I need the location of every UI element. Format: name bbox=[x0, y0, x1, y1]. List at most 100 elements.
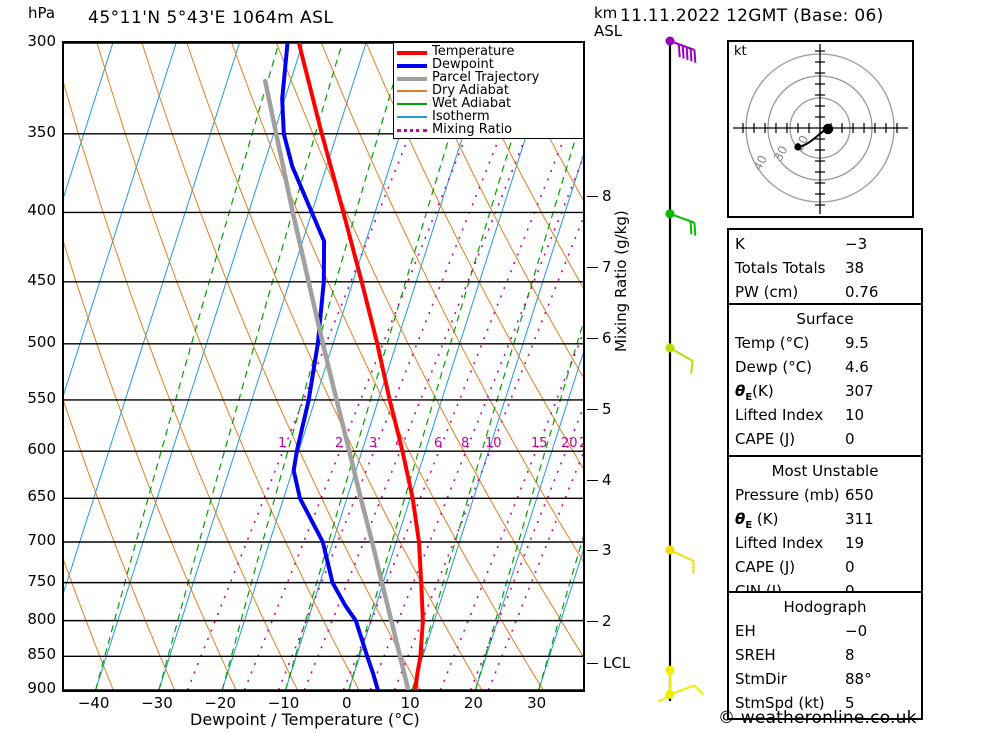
info-value: 5 bbox=[845, 694, 855, 712]
info-value: 0 bbox=[845, 430, 855, 448]
info-key: CAPE (J) bbox=[735, 430, 796, 448]
legend-item-parcel-trajectory: Parcel Trajectory bbox=[397, 71, 580, 84]
legend-swatch bbox=[397, 72, 427, 84]
hodograph-unit-label: kt bbox=[734, 44, 747, 59]
profile-parcel-trajectory bbox=[262, 78, 411, 690]
hodograph-ring-label: 40 bbox=[750, 153, 770, 173]
pressure-tick-label: 550 bbox=[27, 388, 56, 407]
altitude-tick-mark bbox=[587, 479, 598, 481]
altitude-tick-mark bbox=[587, 338, 598, 340]
info-key: Lifted Index bbox=[735, 534, 824, 552]
wind-barb bbox=[665, 209, 697, 236]
info-row: CAPE (J) 0 bbox=[729, 555, 921, 579]
info-row: CAPE (J) 0 bbox=[729, 427, 921, 451]
legend-label: Isotherm bbox=[432, 109, 490, 124]
legend-swatch bbox=[397, 111, 427, 123]
info-row: StmDir 88° bbox=[729, 667, 921, 691]
info-value: 88° bbox=[845, 670, 872, 688]
most-unstable-panel-title: Most Unstable bbox=[771, 462, 879, 480]
mixing-ratio-label: 25 bbox=[579, 436, 583, 451]
info-value: 311 bbox=[845, 510, 874, 528]
info-row: θE(K) 307 bbox=[729, 379, 921, 403]
mixing-ratio-label: 3 bbox=[369, 436, 377, 451]
info-row: EH −0 bbox=[729, 619, 921, 643]
info-value: −0 bbox=[845, 622, 868, 640]
info-row: K −3 bbox=[729, 232, 921, 256]
legend-item-dry-adiabat: Dry Adiabat bbox=[397, 84, 580, 97]
info-key: SREH bbox=[735, 646, 776, 664]
hodograph-ring-label: 30 bbox=[771, 143, 791, 163]
legend-swatch bbox=[397, 59, 427, 71]
altitude-tick-label: 3 bbox=[602, 541, 612, 559]
info-row: PW (cm) 0.76 bbox=[729, 280, 921, 304]
stability-indices-panel: K −3 Totals Totals 38 PW (cm) 0.76 bbox=[727, 228, 923, 309]
altitude-tick-label: 6 bbox=[602, 329, 612, 348]
pressure-tick-label: 650 bbox=[27, 487, 56, 506]
info-row: Dewp (°C) 4.6 bbox=[729, 355, 921, 379]
wind-barb bbox=[665, 545, 695, 575]
info-value: −3 bbox=[845, 235, 868, 253]
info-key: Lifted Index bbox=[735, 406, 824, 424]
hodograph-point bbox=[794, 143, 802, 151]
altitude-asl-label: ASL bbox=[594, 22, 623, 40]
pressure-tick-label: 350 bbox=[27, 122, 56, 141]
pressure-tick-label: 500 bbox=[27, 332, 56, 351]
temperature-tick-label: −30 bbox=[141, 694, 173, 712]
pressure-tick-label: 300 bbox=[27, 32, 56, 50]
altitude-unit-label: km bbox=[594, 4, 618, 22]
info-value: 0 bbox=[845, 558, 855, 576]
mixing-ratio-label: 6 bbox=[434, 436, 442, 451]
profile-dewpoint bbox=[280, 43, 380, 690]
mixing-ratio-label: 2 bbox=[335, 436, 343, 451]
skewt-diagram: 12346810152025 bbox=[62, 41, 585, 692]
info-value: 0.76 bbox=[845, 283, 879, 301]
x-axis-title: Dewpoint / Temperature (°C) bbox=[190, 710, 420, 729]
legend-swatch bbox=[397, 85, 427, 97]
mixing-ratio-label: 1 bbox=[278, 436, 286, 451]
legend-swatch bbox=[397, 124, 427, 136]
pressure-tick-label: 600 bbox=[27, 440, 56, 459]
info-key: θE(K) bbox=[735, 382, 774, 403]
temperature-tick-label: 30 bbox=[527, 694, 547, 712]
legend-item-wet-adiabat: Wet Adiabat bbox=[397, 97, 580, 110]
mixing-ratio-label: 15 bbox=[531, 436, 548, 451]
page-title: 45°11'N 5°43'E 1064m ASL bbox=[88, 8, 334, 28]
mixing-ratio-label: 10 bbox=[485, 436, 502, 451]
mixing-ratio-label: 8 bbox=[461, 436, 469, 451]
hodograph-point bbox=[822, 123, 834, 135]
copyright-credit: © weatheronline.co.uk bbox=[718, 708, 917, 728]
run-timestamp: 11.11.2022 12GMT (Base: 06) bbox=[620, 6, 884, 26]
info-value: 650 bbox=[845, 486, 874, 504]
legend-item-temperature: Temperature bbox=[397, 45, 580, 58]
most-unstable-panel: Most Unstable Pressure (mb) 650 θE (K) 311 Li… bbox=[727, 455, 923, 608]
temperature-tick-label: 10 bbox=[400, 694, 420, 712]
info-row: Lifted Index 10 bbox=[729, 403, 921, 427]
info-value: 307 bbox=[845, 382, 874, 400]
info-key: Pressure (mb) bbox=[735, 486, 840, 504]
info-key: K bbox=[735, 235, 745, 253]
temperature-tick-label: −20 bbox=[204, 694, 237, 712]
info-value: 8 bbox=[845, 646, 855, 664]
info-value: 9.5 bbox=[845, 334, 869, 352]
info-value: 38 bbox=[845, 259, 865, 277]
wind-barb-column bbox=[657, 36, 705, 703]
info-row: StmSpd (kt) 5 bbox=[729, 691, 921, 715]
info-key: StmSpd (kt) bbox=[735, 694, 825, 712]
legend-swatch bbox=[397, 46, 427, 58]
info-row: Lifted Index 19 bbox=[729, 531, 921, 555]
legend-label: Dewpoint bbox=[432, 57, 494, 72]
hodograph-plot: 20 30 40 bbox=[727, 40, 914, 218]
info-value: 10 bbox=[845, 406, 865, 424]
info-key: Dewp (°C) bbox=[735, 358, 813, 376]
info-value: 19 bbox=[845, 534, 865, 552]
temperature-tick-label: −40 bbox=[77, 694, 110, 712]
wind-barb bbox=[665, 684, 705, 699]
legend-label: Wet Adiabat bbox=[432, 96, 512, 111]
legend-label: Dry Adiabat bbox=[432, 83, 509, 98]
info-row: Temp (°C) 9.5 bbox=[729, 331, 921, 355]
lcl-label: LCL bbox=[603, 653, 631, 672]
info-row: Pressure (mb) 650 bbox=[729, 483, 921, 507]
info-key: θE (K) bbox=[735, 510, 779, 531]
info-key: EH bbox=[735, 622, 756, 640]
